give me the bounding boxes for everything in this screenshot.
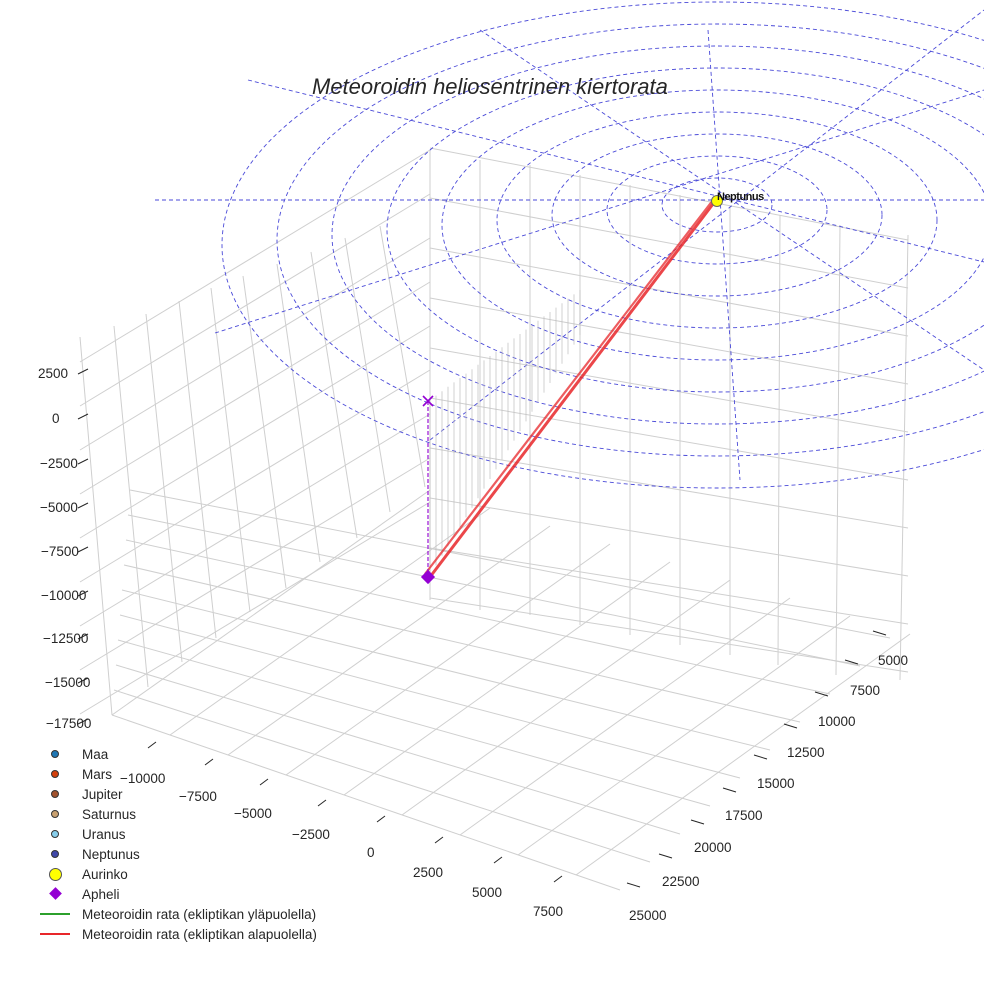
orbit-droplines	[429, 290, 581, 575]
y-axis-tick-label: 20000	[694, 840, 732, 855]
legend-item: Meteoroidin rata (ekliptikan yläpuolella…	[36, 904, 317, 924]
legend-label: Jupiter	[82, 786, 123, 802]
y-axis-tick-label: 22500	[662, 874, 700, 889]
z-axis-tick-label: −17500	[46, 716, 92, 731]
legend-item: Maa	[36, 744, 317, 764]
x-axis-tick-label: 7500	[533, 904, 564, 919]
legend-item: Neptunus	[36, 844, 317, 864]
z-axis-tick-label: −2500	[40, 456, 78, 471]
y-axis-tick-label: 12500	[787, 745, 825, 760]
legend-item: Mars	[36, 764, 317, 784]
legend-label: Aurinko	[82, 866, 128, 882]
z-axis-tick-label: −10000	[41, 588, 87, 603]
circle-marker-icon	[36, 824, 76, 844]
chart-title: Meteoroidin heliosentrinen kiertorata	[312, 74, 668, 99]
y-axis-tick-label: 25000	[629, 908, 667, 923]
legend-label: Neptunus	[82, 846, 140, 862]
ecliptic-reference-grid	[155, 1, 984, 489]
diamond-marker-icon	[36, 884, 76, 904]
z-axis-tick-label: 0	[52, 411, 60, 426]
legend-item: Meteoroidin rata (ekliptikan alapuolella…	[36, 924, 317, 944]
y-axis-tick-label: 17500	[725, 808, 763, 823]
meteoroid-track	[424, 199, 718, 578]
legend-item: Jupiter	[36, 784, 317, 804]
legend-label: Mars	[82, 766, 112, 782]
legend-item: Aurinko	[36, 864, 317, 884]
x-axis-tick-label: −7500	[179, 789, 217, 804]
circle-marker-icon	[36, 804, 76, 824]
z-axis-tick-label: −5000	[40, 500, 78, 515]
line-swatch-icon	[36, 904, 76, 924]
markers	[420, 195, 723, 585]
legend-label: Maa	[82, 746, 109, 762]
planet-labels-overlap: Neptunus	[717, 191, 764, 203]
z-axis-tick-label: −7500	[41, 544, 79, 559]
legend-label: Meteoroidin rata (ekliptikan alapuolella…	[82, 926, 317, 942]
legend-item: Apheli	[36, 884, 317, 904]
legend: Maa Mars Jupiter Saturnus Uranus Neptunus Auri…	[36, 744, 317, 944]
line-swatch-icon	[36, 924, 76, 944]
y-axis-tick-label: 10000	[818, 714, 856, 729]
x-axis-tick-label: −5000	[234, 806, 272, 821]
y-axis-tick-label: 15000	[757, 776, 795, 791]
legend-item: Uranus	[36, 824, 317, 844]
x-axis-tick-label: 0	[367, 845, 375, 860]
axis-tick-marks	[77, 368, 887, 888]
axis-grid	[79, 147, 911, 891]
z-axis-tick-label: 2500	[38, 366, 69, 381]
circle-marker-icon	[36, 764, 76, 784]
x-axis-tick-label: −2500	[292, 827, 330, 842]
circle-marker-icon	[36, 864, 76, 884]
circle-marker-icon	[36, 844, 76, 864]
legend-label: Apheli	[82, 886, 120, 902]
circle-marker-icon	[36, 744, 76, 764]
z-axis-tick-label: −12500	[43, 631, 89, 646]
circle-marker-icon	[36, 784, 76, 804]
x-axis-tick-label: 2500	[413, 865, 444, 880]
y-axis-tick-label: 7500	[850, 683, 881, 698]
x-axis-tick-label: −10000	[120, 771, 166, 786]
y-axis-tick-label: 5000	[878, 653, 909, 668]
legend-label: Meteoroidin rata (ekliptikan yläpuolella…	[82, 906, 317, 922]
legend-item: Saturnus	[36, 804, 317, 824]
legend-label: Saturnus	[82, 806, 137, 822]
legend-label: Uranus	[82, 826, 126, 842]
z-axis-tick-label: −15000	[45, 675, 91, 690]
x-axis-tick-label: 5000	[472, 885, 503, 900]
